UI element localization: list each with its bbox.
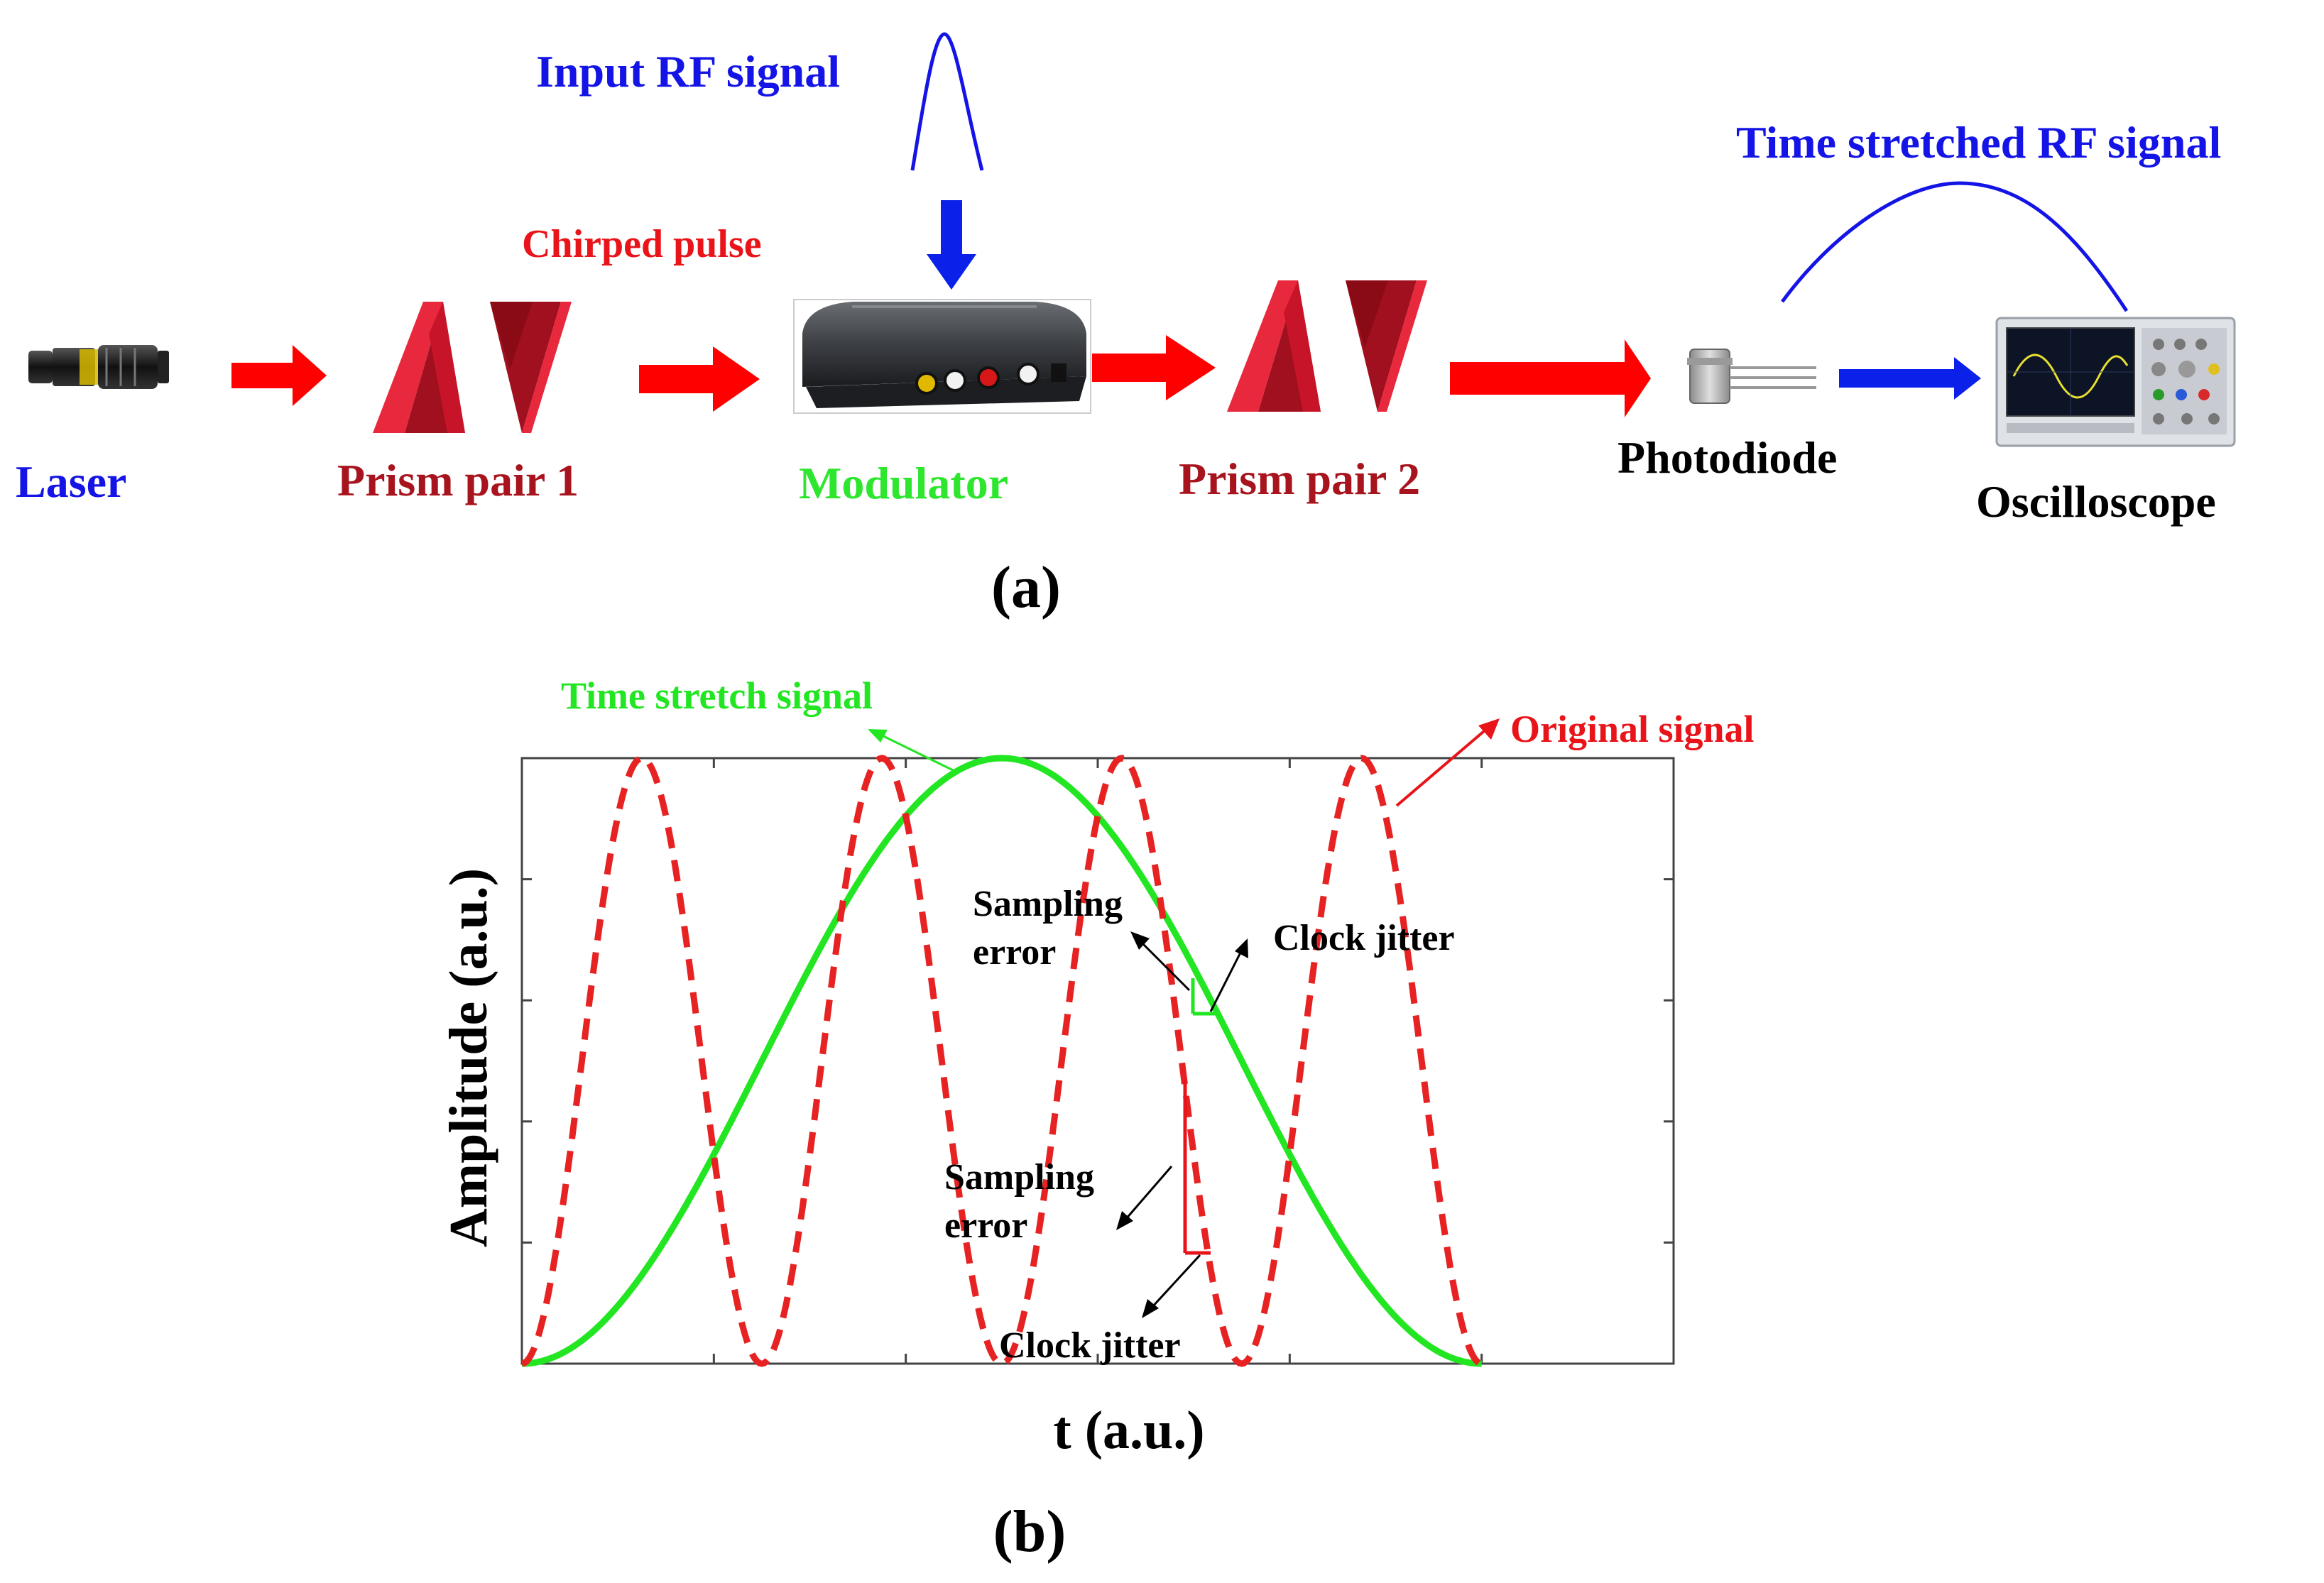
panel-b: t (a.u.) Amplitude (a.u.) Time stretch s… <box>439 674 1755 1565</box>
original-signal-callout: Original signal <box>1510 708 1755 750</box>
arrow-prism2-to-photodiode <box>1450 339 1651 417</box>
sampling-error-label-upper-line2: error <box>973 932 1056 973</box>
caption-b: (b) <box>993 1499 1066 1565</box>
photodiode-label: Photodiode <box>1617 432 1837 483</box>
panel-a: Laser Prism pair 1 Chirped pulse <box>16 32 2236 620</box>
clock-jitter-label-upper: Clock jitter <box>1273 918 1455 958</box>
input-rf-down-arrow <box>927 200 976 290</box>
clock-jitter-label-lower: Clock jitter <box>999 1325 1181 1366</box>
chirped-pulse-label: Chirped pulse <box>522 222 762 266</box>
arrow-modulator-to-prism2 <box>1092 335 1216 400</box>
modulator-icon <box>793 299 1091 414</box>
modulator-label: Modulator <box>799 458 1008 508</box>
time-stretched-rf-signal-label: Time stretched RF signal <box>1736 117 2221 168</box>
y-axis-label: Amplitude (a.u.) <box>439 868 498 1247</box>
x-axis-label: t (a.u.) <box>1053 1401 1204 1460</box>
input-rf-signal-label: Input RF signal <box>536 46 840 97</box>
lower-clock-jitter-arrow <box>1142 1254 1201 1318</box>
sampling-error-label-lower-line2: error <box>944 1205 1027 1246</box>
oscilloscope-label: Oscilloscope <box>1976 476 2216 527</box>
laser-icon <box>28 345 169 389</box>
lower-sampling-error-arrow <box>1116 1166 1173 1230</box>
lower-error-marker <box>1183 1080 1211 1255</box>
laser-label: Laser <box>16 456 126 507</box>
plot-frame <box>520 757 1675 1365</box>
series-line-original <box>520 755 1483 1367</box>
prism-pair-1-icon <box>373 302 572 433</box>
oscilloscope-icon <box>1995 317 2236 447</box>
upper-sampling-error-arrow <box>1130 931 1191 992</box>
input-rf-pulse-curve <box>910 32 984 171</box>
caption-a: (a) <box>991 554 1061 620</box>
arrow-photodiode-to-oscilloscope <box>1839 357 1981 400</box>
arrow-prism1-to-modulator <box>639 346 760 412</box>
prism-pair-2-icon <box>1227 280 1427 412</box>
series-line-time-stretch <box>521 755 1482 1367</box>
photodiode-icon <box>1687 349 1816 404</box>
original-signal-callout-arrow <box>1395 718 1500 807</box>
time-stretch-callout-arrow <box>868 729 954 772</box>
sampling-error-label-upper-line1: Sampling <box>973 884 1123 924</box>
plot-ticks <box>522 758 1674 1364</box>
time-stretched-rf-curve <box>1780 181 2129 312</box>
upper-clock-jitter-arrow <box>1209 938 1248 1012</box>
prism-pair-1-label: Prism pair 1 <box>337 455 579 505</box>
sampling-error-label-lower-line1: Sampling <box>944 1157 1094 1198</box>
arrow-laser-to-prism1 <box>231 345 327 406</box>
time-stretch-signal-callout: Time stretch signal <box>561 674 873 717</box>
prism-pair-2-label: Prism pair 2 <box>1179 454 1420 504</box>
upper-error-marker <box>1191 978 1216 1016</box>
